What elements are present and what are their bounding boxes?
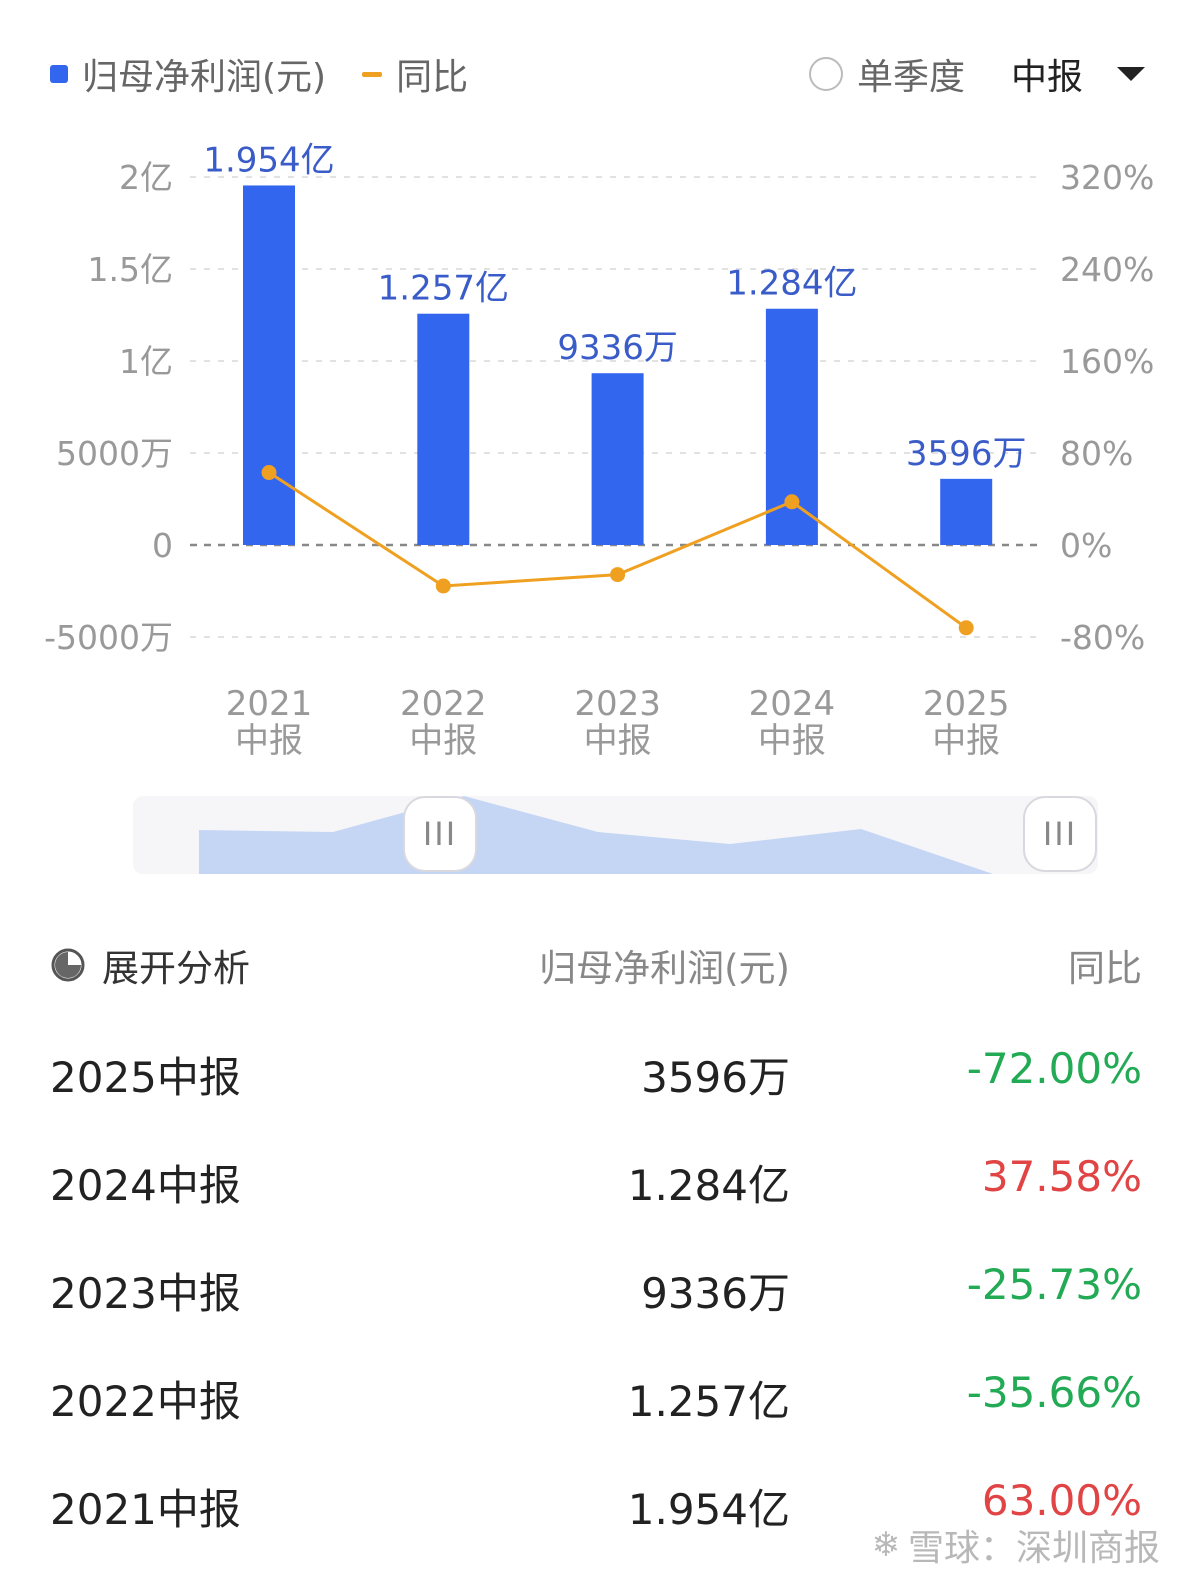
- row-period: 2024中报: [50, 1161, 241, 1210]
- pie-chart-icon: [51, 948, 85, 982]
- row-value: 3596万: [641, 1053, 790, 1102]
- period-selector[interactable]: 中报: [1010, 57, 1083, 98]
- x-tick-label: 2023: [574, 684, 661, 724]
- slider-right-handle[interactable]: III: [1023, 796, 1097, 872]
- row-period: 2021中报: [50, 1485, 241, 1534]
- table-row[interactable]: 2022中报 1.257亿 -35.66%: [0, 1338, 1200, 1446]
- table-header: 展开分析 归母净利润(元) 同比: [0, 938, 1200, 998]
- profit-bar: [591, 373, 644, 545]
- expand-analysis-button[interactable]: 展开分析: [50, 938, 250, 992]
- x-tick-label: 2022: [400, 684, 487, 724]
- left-tick-label: 1.5亿: [88, 250, 173, 289]
- left-tick-label: -5000万: [44, 618, 173, 657]
- row-value: 1.257亿: [627, 1377, 790, 1426]
- bar-data-label: 1.257亿: [378, 269, 509, 309]
- x-tick-label: 2024: [749, 684, 836, 724]
- watermark-text: 雪球：深圳商报: [907, 1528, 1160, 1569]
- chevron-down-icon[interactable]: [1117, 67, 1145, 81]
- bar-data-label: 1.284亿: [726, 264, 857, 304]
- line-swatch-icon: [362, 71, 383, 77]
- right-tick-label: 240%: [1060, 250, 1154, 289]
- bar-data-label: 9336万: [557, 328, 678, 368]
- yoy-point: [261, 465, 277, 481]
- row-yoy: -35.66%: [966, 1368, 1142, 1417]
- x-tick-label: 2021: [226, 684, 313, 724]
- table-row[interactable]: 2023中报 9336万 -25.73%: [0, 1230, 1200, 1338]
- slider-preview-area: [199, 796, 993, 874]
- chart-controls: 单季度 中报: [808, 48, 1145, 100]
- row-yoy: 63.00%: [981, 1476, 1142, 1525]
- right-tick-label: 160%: [1060, 342, 1154, 381]
- legend-item-profit[interactable]: 归母净利润(元): [50, 48, 326, 100]
- yoy-point: [958, 620, 974, 636]
- row-yoy: -25.73%: [966, 1260, 1142, 1309]
- single-quarter-radio[interactable]: [808, 57, 843, 91]
- row-period: 2025中报: [50, 1053, 241, 1102]
- data-table: 2025中报 3596万 -72.00% 2024中报 1.284亿 37.58…: [0, 1014, 1200, 1554]
- range-slider[interactable]: III III: [133, 796, 1098, 874]
- right-tick-label: 80%: [1060, 434, 1133, 473]
- left-tick-label: 5000万: [56, 434, 173, 473]
- x-tick-label: 中报: [235, 721, 303, 761]
- row-period: 2022中报: [50, 1377, 241, 1426]
- x-tick-label: 中报: [409, 721, 477, 761]
- column-header-profit: 归母净利润(元): [539, 947, 790, 990]
- yoy-point: [784, 494, 800, 510]
- x-tick-label: 中报: [932, 721, 1000, 761]
- left-tick-label: 1亿: [119, 342, 173, 381]
- x-tick-label: 中报: [584, 721, 652, 761]
- right-tick-label: 320%: [1060, 158, 1154, 197]
- right-tick-label: 0%: [1060, 526, 1112, 565]
- row-value: 1.284亿: [627, 1161, 790, 1210]
- expand-analysis-label: 展开分析: [102, 947, 250, 990]
- x-tick-label: 2025: [923, 684, 1010, 724]
- bar-data-label: 3596万: [906, 434, 1027, 474]
- legend-label-yoy: 同比: [396, 57, 469, 98]
- snowball-logo-icon: ❄: [871, 1525, 900, 1565]
- slider-left-handle[interactable]: III: [403, 796, 477, 872]
- profit-bar: [417, 313, 470, 545]
- table-row[interactable]: 2021中报 1.954亿 63.00%: [0, 1446, 1200, 1554]
- chart-legend: 归母净利润(元) 同比: [50, 48, 504, 100]
- profit-chart: 2亿 1.5亿 1亿 5000万 0 -5000万 320% 240% 160% 80% 0% -80…: [44, 140, 1154, 761]
- row-value: 1.954亿: [627, 1485, 790, 1534]
- legend-label-profit: 归母净利润(元): [82, 57, 327, 98]
- legend-item-yoy[interactable]: 同比: [362, 48, 468, 100]
- row-value: 9336万: [641, 1269, 790, 1318]
- left-tick-label: 0: [152, 526, 173, 565]
- left-tick-label: 2亿: [119, 158, 173, 197]
- profit-bar: [940, 478, 993, 545]
- column-header-yoy: 同比: [1068, 947, 1142, 990]
- yoy-point: [610, 567, 626, 583]
- table-row[interactable]: 2025中报 3596万 -72.00%: [0, 1014, 1200, 1122]
- yoy-point: [435, 578, 451, 594]
- row-period: 2023中报: [50, 1269, 241, 1318]
- table-row[interactable]: 2024中报 1.284亿 37.58%: [0, 1122, 1200, 1230]
- x-tick-label: 中报: [758, 721, 826, 761]
- row-yoy: 37.58%: [981, 1152, 1142, 1201]
- row-yoy: -72.00%: [966, 1044, 1142, 1093]
- watermark: ❄ 雪球：深圳商报: [871, 1519, 1160, 1571]
- right-tick-label: -80%: [1060, 618, 1145, 657]
- single-quarter-label[interactable]: 单季度: [856, 57, 965, 98]
- bar-data-label: 1.954亿: [203, 140, 334, 180]
- bar-swatch-icon: [50, 65, 68, 83]
- grip-icon: III: [422, 815, 458, 853]
- grip-icon: III: [1042, 815, 1078, 853]
- profit-bar: [243, 185, 295, 545]
